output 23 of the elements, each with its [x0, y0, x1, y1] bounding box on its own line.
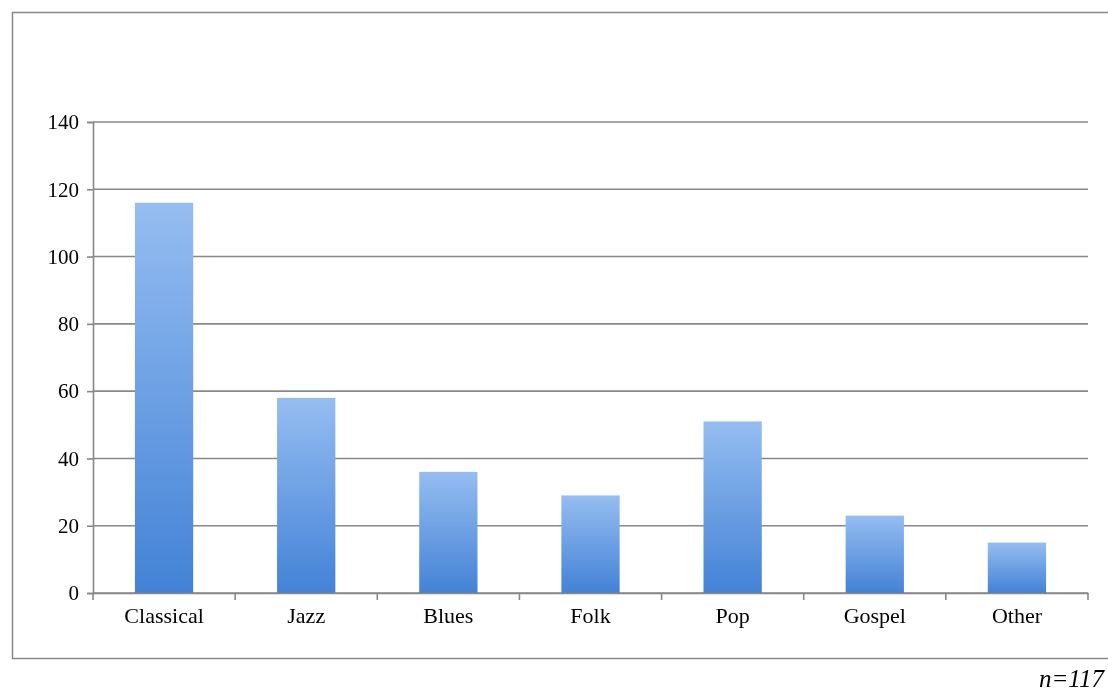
bar — [561, 495, 620, 593]
y-tick-label: 60 — [58, 379, 79, 404]
y-tick-label: 80 — [58, 312, 79, 337]
bar — [987, 542, 1047, 593]
x-tick-label: Gospel — [843, 602, 906, 628]
x-tick-label: Blues — [423, 602, 474, 628]
x-tick-label: Folk — [570, 602, 611, 628]
bar — [845, 515, 904, 593]
x-tick-label: Pop — [715, 602, 750, 628]
y-tick-label: 140 — [47, 110, 79, 135]
bar — [419, 471, 478, 593]
y-tick-label: 20 — [58, 513, 79, 538]
bar — [703, 421, 762, 593]
x-tick-label: Other — [991, 602, 1043, 628]
y-tick-label: 120 — [47, 177, 79, 202]
bar — [134, 202, 194, 593]
bar — [277, 397, 336, 593]
x-tick-label: Jazz — [287, 602, 326, 628]
y-tick-label: 40 — [58, 446, 79, 471]
y-tick-label: 100 — [47, 244, 79, 269]
x-tick-label: Classical — [124, 602, 204, 628]
y-tick-label: 0 — [68, 581, 79, 606]
text: n=117 — [1038, 665, 1106, 692]
